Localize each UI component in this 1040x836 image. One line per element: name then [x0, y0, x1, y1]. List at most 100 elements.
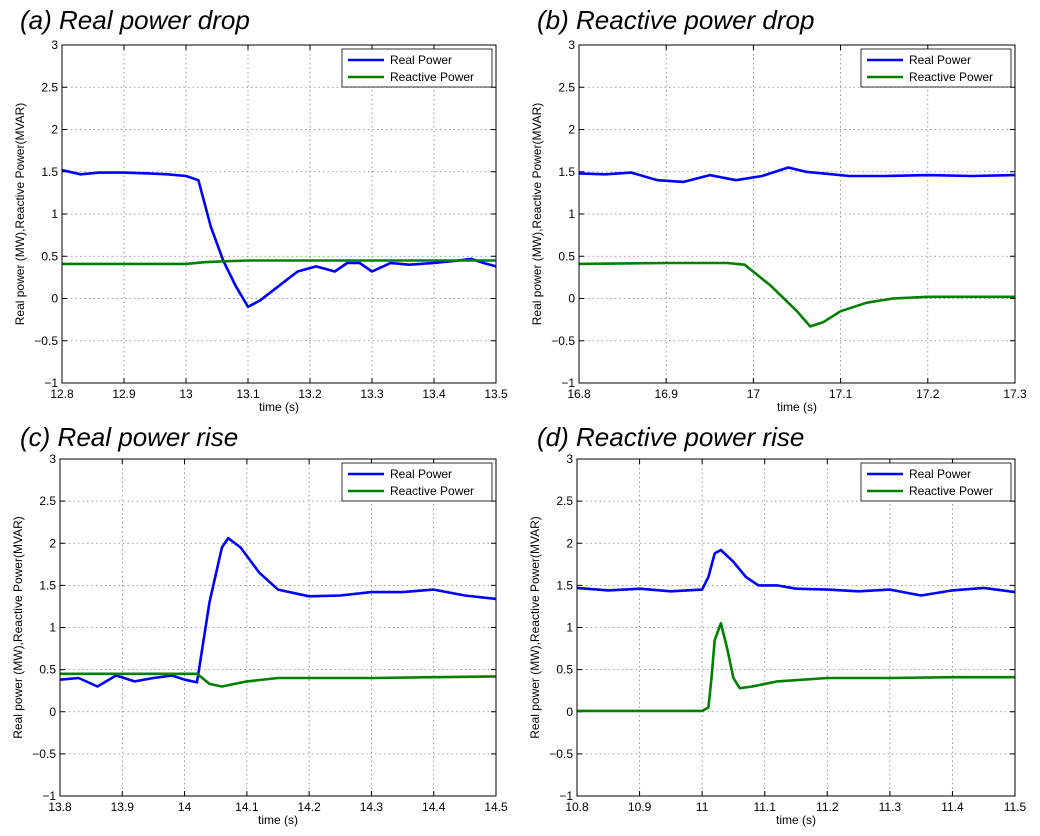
series-line-reactive-power	[577, 621, 1015, 713]
legend: Real Power Reactive Power	[341, 48, 493, 88]
y-tick-label: 0.5	[556, 663, 573, 677]
y-tick-label: 2.5	[41, 80, 58, 94]
chart-panel: 16.8 16.9 17 17.1 17.2 17.3 −1 −0.5 0 0.5 1 1.5 2 2.5…	[530, 5, 1027, 414]
chart-title: (c) Real power rise	[20, 422, 238, 452]
x-tick-label: 14.5	[484, 800, 508, 814]
x-tick-label: 13.9	[111, 800, 135, 814]
x-tick-label: 17	[747, 387, 761, 401]
series-line-real-power	[60, 536, 496, 688]
x-tick-label: 11.4	[941, 800, 964, 814]
x-tick-label: 17.2	[916, 387, 940, 401]
y-tick-label: −1	[44, 376, 58, 390]
x-tick-label: 12.9	[112, 387, 136, 401]
x-tick-label: 13.8	[48, 800, 72, 814]
y-tick-label: 1	[49, 621, 56, 635]
y-axis-label: Real power (MW),Reactive Power(MVAR)	[530, 103, 544, 326]
legend-label: Real Power	[909, 467, 971, 481]
plot-area	[577, 459, 1015, 796]
x-axis-label: time (s)	[776, 813, 816, 827]
y-tick-label: 2	[51, 123, 58, 137]
series-line-reactive-power	[62, 259, 496, 266]
y-tick-label: 1.5	[39, 578, 56, 592]
x-tick-label: 14.2	[297, 800, 321, 814]
axes-box	[576, 458, 1016, 797]
x-tick-label: 10.9	[628, 800, 652, 814]
legend-label: Real Power	[390, 467, 452, 481]
axes-box	[61, 44, 497, 384]
x-tick-label: 13.2	[298, 387, 322, 401]
legend: Real Power Reactive Power	[860, 462, 1012, 502]
x-tick-label: 11.5	[1004, 800, 1027, 814]
chart-title: (b) Reactive power drop	[537, 5, 814, 35]
x-tick-label: 17.3	[1003, 387, 1027, 401]
y-tick-label: −0.5	[32, 747, 56, 761]
y-tick-label: −1	[561, 376, 575, 390]
y-tick-label: 0	[566, 705, 573, 719]
y-tick-label: 0.5	[558, 249, 575, 263]
y-tick-label: 1.5	[558, 165, 575, 179]
y-tick-label: 1	[566, 621, 573, 635]
x-tick-label: 14	[178, 800, 192, 814]
x-tick-label: 13.3	[360, 387, 384, 401]
y-tick-label: 0	[568, 292, 575, 306]
y-tick-label: 3	[49, 452, 56, 466]
series-line-reactive-power	[579, 261, 1015, 328]
plot-area	[579, 45, 1015, 383]
legend-label: Real Power	[909, 53, 971, 67]
y-tick-label: −0.5	[34, 334, 58, 348]
y-tick-label: 3	[566, 452, 573, 466]
x-tick-label: 13	[179, 387, 193, 401]
legend: Real Power Reactive Power	[341, 462, 493, 502]
chart-panel: 10.8 10.9 11 11.1 11.2 11.3 11.4 11.5−1−0.500.5…	[528, 422, 1027, 827]
y-tick-label: 2.5	[558, 80, 575, 94]
chart-title: (d) Reactive power rise	[537, 422, 804, 452]
legend-label: Reactive Power	[909, 484, 993, 498]
chart-panel: 13.8 13.9 14 14.1 14.2 14.3 14.4 14.5 −1 −0.5 0 0.5…	[11, 422, 508, 827]
series-line-real-power	[62, 168, 496, 309]
x-tick-label: 10.8	[565, 800, 589, 814]
y-tick-label: 2	[49, 536, 56, 550]
legend: Real Power Reactive Power	[860, 48, 1012, 88]
y-axis-label: Real power (MW),Reactive Power(MVAR)	[528, 516, 542, 739]
y-tick-label: 3	[568, 38, 575, 52]
x-tick-label: 11.2	[816, 800, 839, 814]
legend-box	[341, 48, 493, 88]
legend-box	[860, 48, 1012, 88]
x-tick-label: 14.1	[235, 800, 259, 814]
y-tick-label: 3	[51, 38, 58, 52]
y-tick-label: 2.5	[39, 494, 56, 508]
x-tick-label: 11.3	[879, 800, 902, 814]
y-tick-label: 0.5	[41, 249, 58, 263]
x-axis-label: time (s)	[258, 813, 298, 827]
y-tick-label: −1	[559, 789, 573, 803]
y-tick-label: 2.5	[556, 494, 573, 508]
series-line-real-power	[577, 548, 1015, 597]
legend-label: Reactive Power	[390, 484, 474, 498]
x-tick-label: 14.4	[422, 800, 446, 814]
x-axis-label: time (s)	[259, 400, 299, 414]
x-tick-label: 13.5	[484, 387, 508, 401]
series-line-reactive-power	[60, 672, 496, 688]
x-tick-label: 12.8	[50, 387, 74, 401]
y-tick-label: 1	[568, 207, 575, 221]
y-tick-label: 1.5	[556, 578, 573, 592]
x-tick-label: 17.1	[829, 387, 853, 401]
x-tick-label: 13.1	[236, 387, 260, 401]
legend-box	[860, 462, 1012, 502]
chart-panel: 12.8 12.9 13 13.1 13.2 13.3 13.4 13.5−1−0.500.5…	[13, 5, 508, 414]
y-tick-label: 2	[566, 536, 573, 550]
y-tick-label: −0.5	[551, 334, 575, 348]
y-axis-label: Real power (MW),Reactive Power(MVAR)	[13, 103, 27, 326]
legend-box	[341, 462, 493, 502]
x-tick-label: 11	[696, 800, 709, 814]
plot-area	[60, 459, 496, 796]
y-tick-label: 0.5	[39, 663, 56, 677]
axes-box	[59, 458, 497, 797]
chart-title: (a) Real power drop	[20, 5, 250, 35]
y-axis-label: Real power (MW),Reactive Power(MVAR)	[11, 516, 25, 739]
x-tick-label: 13.4	[422, 387, 446, 401]
axes-box	[578, 44, 1016, 384]
y-tick-label: −0.5	[549, 747, 573, 761]
legend-label: Reactive Power	[390, 70, 474, 84]
